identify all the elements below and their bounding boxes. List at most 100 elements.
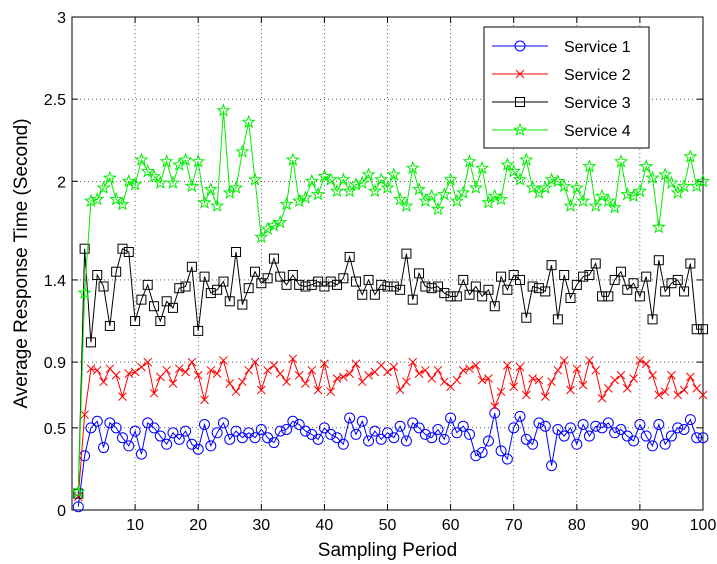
data-point — [494, 191, 509, 206]
data-point — [262, 273, 273, 284]
data-point — [203, 182, 218, 196]
data-point — [514, 410, 526, 422]
data-point — [489, 407, 501, 419]
data-point — [468, 180, 483, 194]
data-point — [269, 361, 279, 370]
data-point — [484, 374, 493, 383]
data-point — [386, 167, 401, 181]
data-point — [304, 173, 319, 188]
data-point — [452, 375, 462, 385]
data-point — [161, 296, 172, 307]
data-point — [99, 377, 108, 387]
data-point — [153, 175, 168, 189]
data-point — [329, 183, 345, 198]
data-point — [490, 402, 500, 411]
data-point — [154, 430, 166, 442]
data-point — [647, 314, 658, 325]
data-point — [350, 276, 361, 287]
y-tick-label: 1.4 — [44, 273, 66, 290]
data-point — [673, 390, 683, 400]
data-point — [540, 392, 550, 401]
data-point — [679, 385, 689, 395]
data-point — [651, 219, 666, 234]
data-point — [224, 433, 236, 445]
data-point — [281, 423, 293, 435]
data-point — [512, 172, 528, 186]
data-point — [527, 438, 539, 450]
data-point — [457, 420, 469, 432]
data-point — [348, 177, 364, 191]
data-point — [552, 314, 563, 325]
data-point — [323, 172, 338, 186]
x-tick-label: 60 — [442, 517, 460, 534]
data-point — [590, 258, 601, 269]
data-point — [249, 432, 261, 444]
data-point — [281, 279, 292, 290]
data-point — [527, 281, 538, 292]
data-point — [684, 414, 696, 426]
data-point — [438, 433, 450, 445]
data-point — [307, 365, 317, 375]
data-point — [325, 428, 337, 440]
data-point — [419, 428, 431, 440]
data-point — [552, 423, 564, 435]
data-point — [445, 412, 457, 424]
y-tick-label: 0.5 — [44, 421, 66, 438]
data-point — [71, 484, 86, 498]
data-point — [569, 180, 584, 194]
data-point — [426, 432, 438, 444]
y-tick-label: 3 — [57, 10, 66, 27]
data-point — [533, 283, 544, 294]
legend-label: Service 1 — [564, 39, 631, 56]
data-point — [72, 501, 84, 513]
data-point — [686, 372, 695, 382]
data-point — [96, 180, 111, 194]
data-point — [172, 157, 187, 171]
data-point — [332, 279, 343, 290]
legend-marker — [514, 40, 526, 52]
data-point — [430, 201, 446, 216]
data-point — [143, 357, 153, 367]
data-point — [395, 385, 405, 395]
data-point — [142, 279, 153, 290]
data-point — [389, 362, 399, 372]
data-point — [345, 369, 354, 378]
data-point — [653, 255, 664, 266]
data-point — [635, 356, 645, 365]
data-point — [588, 198, 603, 212]
data-point — [363, 274, 374, 285]
data-point — [519, 152, 534, 166]
data-point — [496, 387, 506, 397]
data-point — [590, 420, 602, 432]
data-point — [363, 435, 375, 447]
x-axis-label: Sampling Period — [318, 540, 457, 561]
data-point — [77, 285, 92, 300]
data-point — [464, 428, 476, 440]
data-point — [306, 279, 317, 290]
data-point — [641, 359, 651, 369]
data-point — [544, 172, 559, 186]
data-point — [521, 390, 531, 400]
data-point — [325, 276, 336, 287]
data-point — [557, 178, 572, 193]
data-point — [413, 422, 425, 434]
data-point — [376, 279, 387, 290]
data-point — [85, 337, 96, 348]
data-point — [577, 419, 589, 431]
data-point — [564, 422, 576, 434]
data-point — [603, 291, 614, 302]
data-point — [558, 430, 570, 442]
data-point — [683, 149, 698, 163]
data-point — [501, 453, 513, 465]
data-point — [230, 425, 242, 437]
data-point — [691, 324, 702, 335]
x-tick-label: 40 — [316, 517, 334, 534]
data-point — [634, 419, 646, 431]
data-point — [313, 385, 323, 395]
data-point — [678, 423, 690, 435]
data-point — [584, 270, 595, 281]
data-point — [383, 367, 392, 377]
x-tick-label: 100 — [690, 517, 717, 534]
data-point — [645, 170, 660, 185]
data-point — [672, 274, 683, 285]
